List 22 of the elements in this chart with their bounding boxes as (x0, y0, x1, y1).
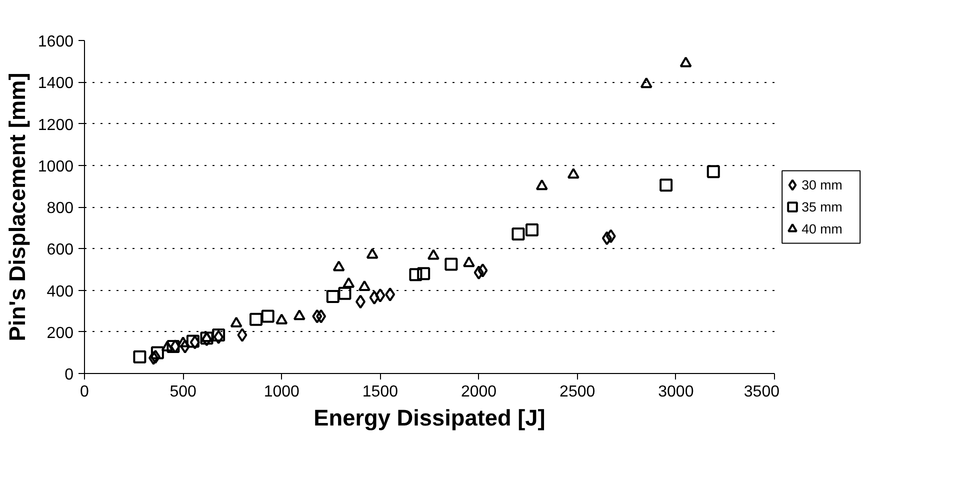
legend-label: 35 mm (802, 200, 842, 214)
x-tick-label: 500 (170, 384, 197, 400)
y-tick-label: 1400 (38, 75, 74, 92)
y-axis-title: Pin's Displacement [mm] (4, 72, 30, 342)
legend-label: 40 mm (802, 221, 842, 236)
y-tick-label: 600 (46, 242, 74, 259)
y-tick-label: 0 (64, 366, 74, 384)
y-tick-label: 1000 (38, 158, 74, 176)
legend-label: 30 mm (802, 178, 842, 193)
y-tick-label: 800 (46, 200, 74, 217)
x-tick-label: 1000 (264, 384, 300, 400)
y-tick-label: 1200 (38, 116, 74, 134)
y-tick-label: 400 (46, 283, 74, 300)
y-tick-label: 200 (46, 324, 74, 342)
x-tick-label: 1500 (362, 384, 398, 400)
x-tick-label: 0 (80, 384, 90, 400)
x-tick-label: 3500 (744, 384, 780, 400)
x-tick-label: 3000 (658, 384, 694, 400)
x-tick-label: 2000 (460, 384, 497, 400)
x-axis-title: Energy Dissipated [J] (314, 404, 546, 430)
x-tick-label: 2500 (560, 384, 596, 400)
y-tick-label: 1600 (38, 34, 74, 50)
